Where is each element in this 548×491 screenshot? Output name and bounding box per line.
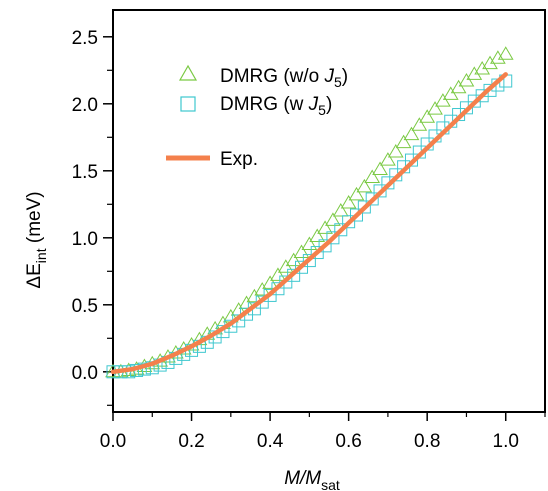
triangle-point [364,169,381,183]
square-point [310,246,324,260]
plot-border [112,9,546,413]
x-tick-label: 0.2 [178,431,204,452]
y-axis-label-sub: int [33,248,49,263]
x-tick-label: 0.4 [257,431,284,452]
y-tick-label: 1.5 [72,162,98,183]
triangle-point [325,212,341,226]
square-point [467,94,481,108]
triangle-point [372,161,388,175]
square-point [295,260,309,274]
y-tick-label: 2.5 [72,28,98,49]
triangle-point [427,101,443,115]
x-tick-label: 0.8 [414,431,440,452]
triangle-point [419,109,436,123]
legend-label-dmrg-w-j5: DMRG (w J5) [220,94,332,118]
triangle-point [293,244,310,259]
triangle-point [340,194,357,209]
triangle-point [435,93,451,107]
x-tick-label: 0.0 [100,431,126,452]
legend-item-dmrg-wo-j5: DMRG (w/o J5) [178,64,348,90]
legend-label-exp: Exp. [220,149,258,170]
plot-area: 0.0 0.2 0.4 0.6 0.8 1.0 0.0 0.5 1.0 1.5 2.0 2.5 [72,9,546,452]
triangle-point [309,228,326,242]
legend-item-dmrg-w-j5: DMRG (w J5) [180,94,332,118]
y-tick-label: 0.5 [72,296,98,317]
legend-triangle-marker [178,64,198,81]
triangle-point [387,144,404,158]
triangle-point [270,267,286,281]
triangle-point [277,259,294,273]
square-point [318,239,332,253]
square-point [365,192,379,206]
y-tick-label: 2.0 [72,95,98,116]
legend-label-dmrg-wo-j5: DMRG (w/o J5) [220,66,348,90]
triangle-point [332,203,349,217]
series-1 [106,74,513,379]
square-point [263,288,277,302]
triangle-point [380,152,396,166]
square-point [349,208,363,222]
triangle-point [301,236,318,250]
x-axis-ticks: 0.0 0.2 0.4 0.6 0.8 1.0 [100,412,546,452]
triangle-point [403,126,420,141]
square-point [271,282,285,296]
plot-frame [112,9,546,413]
series-2 [110,72,508,375]
legend-item-exp: Exp. [166,149,258,170]
square-point [342,215,356,229]
triangle-point [348,186,365,201]
square-point [334,223,348,237]
triangle-point [356,178,373,193]
triangle-point [474,60,491,75]
legend: DMRG (w/o J5) DMRG (w J5) Exp. [166,64,348,170]
y-tick-label: 1.0 [72,229,98,250]
y-axis-label-post: (meV) [24,191,45,248]
x-axis-label-sub: sat [321,477,340,491]
legend-square-marker [180,96,196,112]
square-point [279,275,293,289]
triangle-point [317,220,333,234]
exp-curve [110,72,508,375]
x-tick-label: 1.0 [493,431,519,452]
triangle-point [490,50,506,64]
square-point [302,254,316,268]
triangle-point [450,79,467,94]
x-tick-label: 0.6 [335,431,361,452]
square-point [357,200,371,214]
y-axis-label-pre: ΔE [24,263,45,288]
y-axis-label: ΔEint (meV) [24,191,49,288]
triangle-point [411,117,428,131]
y-axis-ticks: 0.0 0.5 1.0 1.5 2.0 2.5 [72,28,113,406]
triangle-point [285,252,302,267]
x-axis-label: M/Msat [284,468,340,491]
square-point [287,268,301,282]
triangle-point [482,55,498,70]
triangle-point [442,86,459,100]
square-point [475,89,489,103]
x-axis-label-main: M/M [284,468,321,489]
square-point [373,184,387,198]
triangle-point [466,66,483,80]
triangle-point [458,73,475,87]
triangle-point [497,46,514,60]
square-point [326,231,340,245]
series-layer [105,46,514,379]
triangle-point [395,134,412,149]
square-point [483,83,497,97]
y-tick-label: 0.0 [72,363,98,384]
